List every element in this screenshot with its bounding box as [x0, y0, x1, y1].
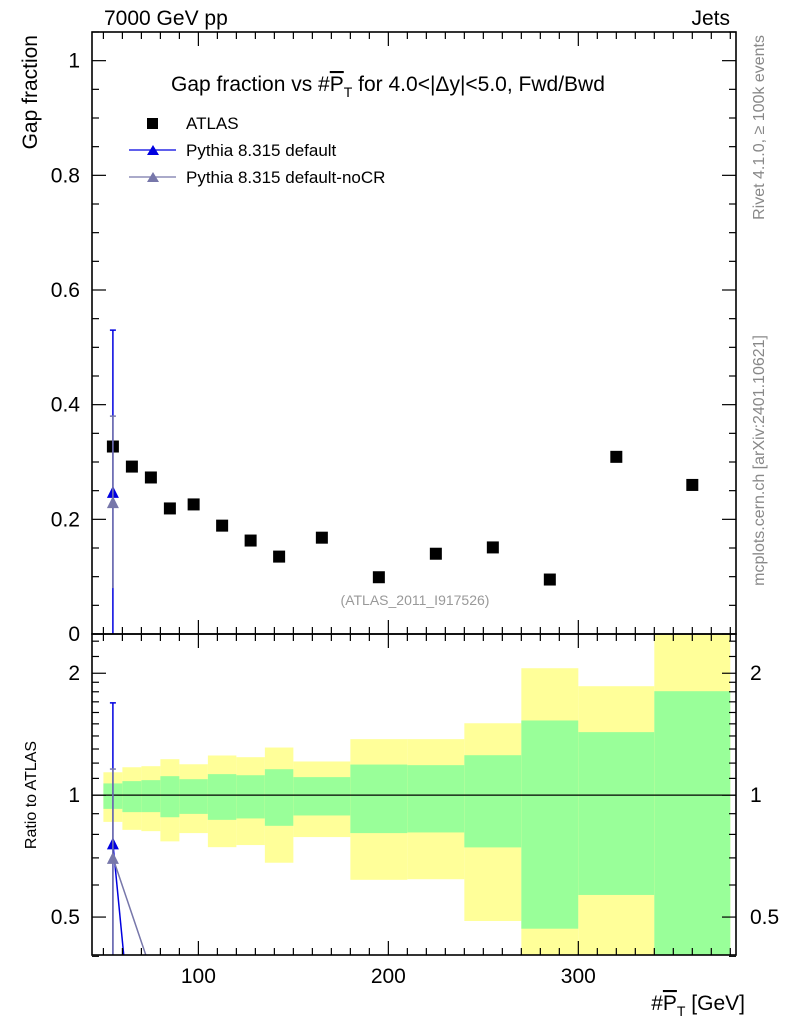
atlas-data-point: [144, 471, 157, 484]
atlas-data-point: [163, 502, 176, 515]
stat-uncertainty-band: [179, 779, 208, 814]
y-tick-label: 0.2: [51, 508, 80, 531]
ratio-y-axis-label: Ratio to ATLAS: [23, 741, 40, 849]
stat-uncertainty-band: [264, 769, 294, 826]
legend-default-marker: [147, 145, 159, 155]
stat-uncertainty-band: [160, 776, 180, 818]
atlas-data-point: [244, 534, 257, 547]
header-right: Jets: [691, 7, 730, 30]
xlabel-post: [GeV]: [685, 992, 745, 1015]
data-marks: [106, 329, 699, 955]
mc-data-point: [106, 496, 119, 509]
stat-uncertainty-band: [578, 732, 655, 895]
ratio-y-tick-label-right: 2: [750, 662, 762, 685]
legend-nocr-marker: [147, 172, 159, 182]
stat-uncertainty-band: [464, 755, 522, 848]
chart-title: Gap fraction vs #PT for 4.0<|Δy|<5.0, Fw…: [171, 73, 605, 100]
ratio-y-tick-label-right: 1: [750, 784, 762, 807]
y-tick-label: 1: [68, 50, 80, 73]
mc-ratio-line: [112, 843, 125, 955]
ratio-plot-frame: [91, 633, 737, 956]
xlabel-sub: T: [677, 1003, 686, 1019]
atlas-data-point: [273, 550, 286, 563]
analysis-tag: (ATLAS_2011_I917526): [341, 592, 490, 608]
mc-ratio-line: [112, 857, 147, 955]
y-tick-label: 0.4: [51, 394, 81, 417]
x-tick-label: 200: [371, 965, 406, 988]
atlas-data-point: [315, 531, 328, 544]
stat-uncertainty-band: [236, 775, 265, 819]
atlas-data-point: [429, 547, 442, 560]
legend: ATLAS Pythia 8.315 default Pythia 8.315 …: [129, 114, 385, 187]
legend-atlas-label: ATLAS: [186, 114, 239, 133]
stat-uncertainty-band: [293, 777, 351, 816]
ratio-y-tick-label-right: 0.5: [750, 906, 779, 929]
y-tick-label: 0: [68, 623, 80, 646]
legend-nocr-label: Pythia 8.315 default-noCR: [186, 168, 385, 187]
mcplots-label: mcplots.cern.ch [arXiv:2401.10621]: [751, 335, 768, 586]
ratio-y-tick-label: 1: [68, 784, 80, 807]
atlas-data-point: [372, 571, 385, 584]
rivet-label: Rivet 4.1.0, ≥ 100k events: [751, 35, 768, 220]
title-sub: T: [344, 84, 353, 100]
stat-uncertainty-band: [521, 720, 579, 929]
mc-ratio-point: [106, 851, 119, 864]
title-post: for 4.0<|Δy|<5.0, Fwd/Bwd: [352, 73, 605, 96]
x-tick-label: 300: [561, 965, 596, 988]
xlabel-pre: #: [651, 992, 663, 1015]
atlas-data-point: [187, 498, 200, 511]
y-axis-label: Gap fraction: [19, 35, 42, 149]
atlas-data-point: [125, 460, 138, 473]
title-var: P: [330, 73, 344, 96]
xlabel-var: P: [663, 992, 677, 1015]
atlas-data-point: [543, 573, 556, 586]
stat-uncertainty-band: [207, 774, 237, 820]
y-tick-label: 0.8: [51, 164, 80, 187]
legend-atlas-marker: [147, 118, 158, 129]
axis-ticks: 100 200 300 0 0.2 0.4 0.6 0.8 1 0.5 0.5 1 1 2 2: [51, 31, 779, 988]
legend-default-label: Pythia 8.315 default: [186, 141, 337, 160]
header-left: 7000 GeV pp: [104, 7, 228, 30]
ratio-bands: [92, 634, 736, 955]
atlas-data-point: [216, 519, 229, 532]
stat-uncertainty-band: [407, 765, 465, 833]
stat-uncertainty-band: [350, 764, 408, 834]
x-axis-label: #PT [GeV]: [651, 992, 745, 1019]
stat-uncertainty-band: [654, 691, 731, 955]
y-tick-label: 0.6: [51, 279, 80, 302]
ratio-y-tick-label: 2: [68, 662, 80, 685]
atlas-data-point: [610, 450, 623, 463]
title-pre: Gap fraction vs #: [171, 73, 330, 96]
mc-ratio-group: [106, 768, 147, 955]
stat-uncertainty-band: [122, 781, 142, 813]
x-tick-label: 100: [181, 965, 216, 988]
ratio-y-tick-label: 0.5: [51, 906, 80, 929]
stat-uncertainty-band: [141, 780, 161, 813]
atlas-data-point: [486, 541, 499, 554]
atlas-data-point: [686, 478, 699, 491]
